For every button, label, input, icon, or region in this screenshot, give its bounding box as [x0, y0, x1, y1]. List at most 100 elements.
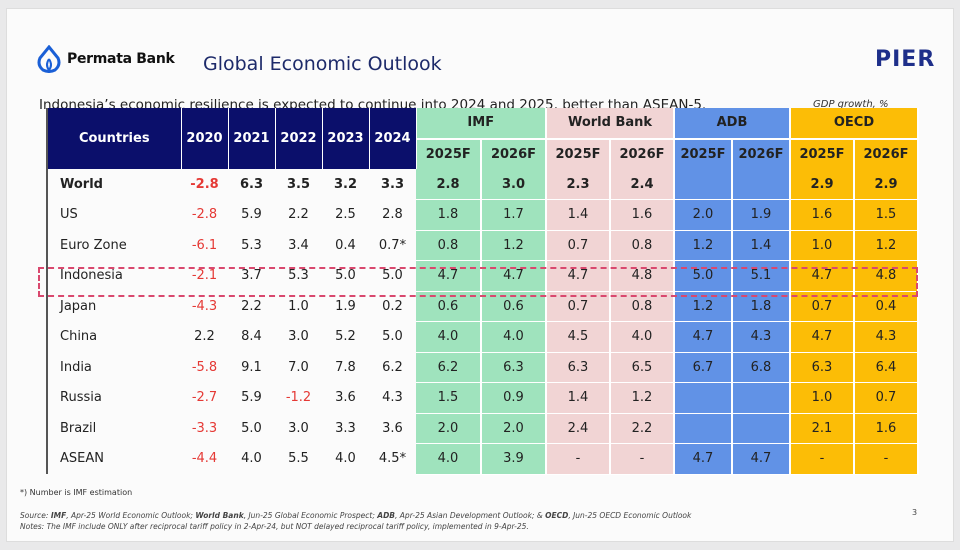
header-imf-2025f: 2025F — [416, 137, 482, 169]
value-2021: 5.3 — [228, 230, 275, 261]
wb-value-2025f: 6.3 — [546, 352, 611, 383]
wb-value-2025f: 0.7 — [546, 291, 611, 322]
oecd-value-2025f: - — [790, 443, 855, 475]
value-2021: 8.4 — [228, 321, 275, 352]
country-name: Japan — [47, 291, 181, 322]
value-2024: 3.3 — [369, 169, 416, 200]
pier-logo-text: PIER — [875, 47, 936, 72]
wb-value-2026f: 2.2 — [610, 413, 675, 444]
page-title: Global Economic Outlook — [203, 53, 442, 75]
adb-value-2025f: 5.0 — [674, 260, 733, 292]
header-row-forecast-years: 2025F 2026F 2025F 2026F 2025F 2026F 2025F 2026F — [47, 137, 919, 169]
adb-value-2025f: 6.7 — [674, 352, 733, 383]
country-name: China — [47, 321, 181, 352]
adb-value-2025f: 2.0 — [674, 199, 733, 231]
imf-value-2025f: 6.2 — [416, 352, 482, 383]
gdp-growth-table: Countries 2020 2021 2022 2023 2024 IMF World Ba… — [46, 108, 919, 475]
header-countries: Countries — [47, 108, 182, 169]
imf-value-2026f: 4.0 — [481, 321, 547, 353]
value-2023: 3.2 — [322, 169, 369, 200]
imf-value-2025f: 1.5 — [416, 382, 482, 414]
wb-value-2026f: 0.8 — [610, 291, 675, 322]
table-row-us: US -2.8 5.9 2.2 2.5 2.8 1.8 1.7 1.4 1.6 2.0 1.9 1.6 1… — [47, 199, 919, 231]
notes-line: Notes: The IMF include ONLY after recipr… — [20, 522, 529, 531]
adb-value-2026f: 4.3 — [732, 321, 791, 353]
value-2021: 5.0 — [228, 413, 275, 444]
value-2020: -2.8 — [181, 199, 228, 230]
adb-value-2025f — [674, 413, 733, 444]
value-2023: 0.4 — [322, 230, 369, 261]
adb-value-2026f — [732, 169, 791, 200]
source-oecd: OECD — [545, 511, 569, 520]
adb-value-2026f: 4.7 — [732, 443, 791, 475]
value-2021: 4.0 — [228, 443, 275, 474]
imf-value-2026f: 0.9 — [481, 382, 547, 414]
oecd-value-2026f: - — [854, 443, 919, 475]
value-2024: 0.7* — [369, 230, 416, 261]
country-name: India — [47, 352, 181, 383]
wb-value-2026f: 4.0 — [610, 321, 675, 353]
source-adb-text: , Apr-25 Asian Development Outlook; & — [395, 511, 546, 520]
value-2021: 5.9 — [228, 382, 275, 413]
source-notes: Source: IMF, Apr-25 World Economic Outlo… — [20, 510, 691, 532]
value-2022: 2.2 — [275, 199, 322, 230]
oecd-value-2025f: 4.7 — [790, 321, 855, 353]
table-row-world: World -2.8 6.3 3.5 3.2 3.3 2.8 3.0 2.3 2.4 2.9 2.9 — [47, 169, 919, 200]
value-2024: 3.6 — [369, 413, 416, 444]
oecd-value-2025f: 0.7 — [790, 291, 855, 322]
value-2022: 3.5 — [275, 169, 322, 200]
header-oecd-2026f: 2026F — [854, 137, 919, 169]
table-row-euro-zone: Euro Zone -6.1 5.3 3.4 0.4 0.7* 0.8 1.2 0.7 0.8 1.… — [47, 230, 919, 261]
country-name: World — [47, 169, 181, 200]
wb-value-2025f: 2.3 — [546, 169, 611, 200]
table-row-russia: Russia -2.7 5.9 -1.2 3.6 4.3 1.5 0.9 1.4 1.2 1.0 0.… — [47, 382, 919, 414]
value-2021: 6.3 — [228, 169, 275, 200]
imf-value-2026f: 2.0 — [481, 413, 547, 444]
value-2020: -2.1 — [181, 260, 228, 291]
value-2023: 5.2 — [322, 321, 369, 352]
header-adb-2026f: 2026F — [732, 137, 791, 169]
wb-value-2026f: 0.8 — [610, 230, 675, 261]
value-2022: -1.2 — [275, 382, 322, 413]
adb-value-2026f — [732, 413, 791, 444]
value-2024: 6.2 — [369, 352, 416, 383]
oecd-value-2026f: 4.8 — [854, 260, 919, 292]
table-row-china: China 2.2 8.4 3.0 5.2 5.0 4.0 4.0 4.5 4.0 4.7 4.3 4.… — [47, 321, 919, 353]
imf-value-2025f: 1.8 — [416, 199, 482, 231]
page-number: 3 — [912, 508, 918, 517]
country-name: Euro Zone — [47, 230, 181, 261]
adb-value-2026f: 1.9 — [732, 199, 791, 231]
table-row-indonesia: Indonesia -2.1 3.7 5.3 5.0 5.0 4.7 4.7 4.7 4.8 5.0… — [47, 260, 919, 292]
wb-value-2025f: 1.4 — [546, 382, 611, 414]
permata-drop-icon — [37, 45, 61, 73]
oecd-value-2026f: 1.5 — [854, 199, 919, 231]
value-2020: -3.3 — [181, 413, 228, 444]
adb-value-2026f: 5.1 — [732, 260, 791, 292]
value-2020: -4.3 — [181, 291, 228, 322]
header-imf-2026f: 2026F — [481, 137, 547, 169]
wb-value-2025f: 4.7 — [546, 260, 611, 292]
oecd-value-2026f: 0.7 — [854, 382, 919, 414]
value-2022: 5.5 — [275, 443, 322, 474]
wb-value-2025f: 1.4 — [546, 199, 611, 231]
country-name: Indonesia — [47, 260, 181, 291]
wb-value-2026f: 2.4 — [610, 169, 675, 200]
header-row-institutions: Countries 2020 2021 2022 2023 2024 IMF World Ba… — [47, 108, 919, 169]
imf-value-2026f: 3.0 — [481, 169, 547, 200]
country-name: US — [47, 199, 181, 230]
value-2020: -2.8 — [181, 169, 228, 200]
adb-value-2025f — [674, 382, 733, 414]
value-2024: 5.0 — [369, 260, 416, 291]
value-2022: 5.3 — [275, 260, 322, 291]
source-label: Source: — [20, 511, 51, 520]
value-2023: 7.8 — [322, 352, 369, 383]
table-row-india: India -5.8 9.1 7.0 7.8 6.2 6.2 6.3 6.3 6.5 6.7 6.8 6… — [47, 352, 919, 383]
value-2023: 5.0 — [322, 260, 369, 291]
oecd-value-2025f: 1.0 — [790, 382, 855, 414]
imf-value-2026f: 0.6 — [481, 291, 547, 322]
header-adb: ADB — [674, 108, 791, 139]
source-wb: World Bank — [195, 511, 244, 520]
value-2020: 2.2 — [181, 321, 228, 352]
wb-value-2026f: - — [610, 443, 675, 475]
imf-value-2025f: 2.0 — [416, 413, 482, 444]
